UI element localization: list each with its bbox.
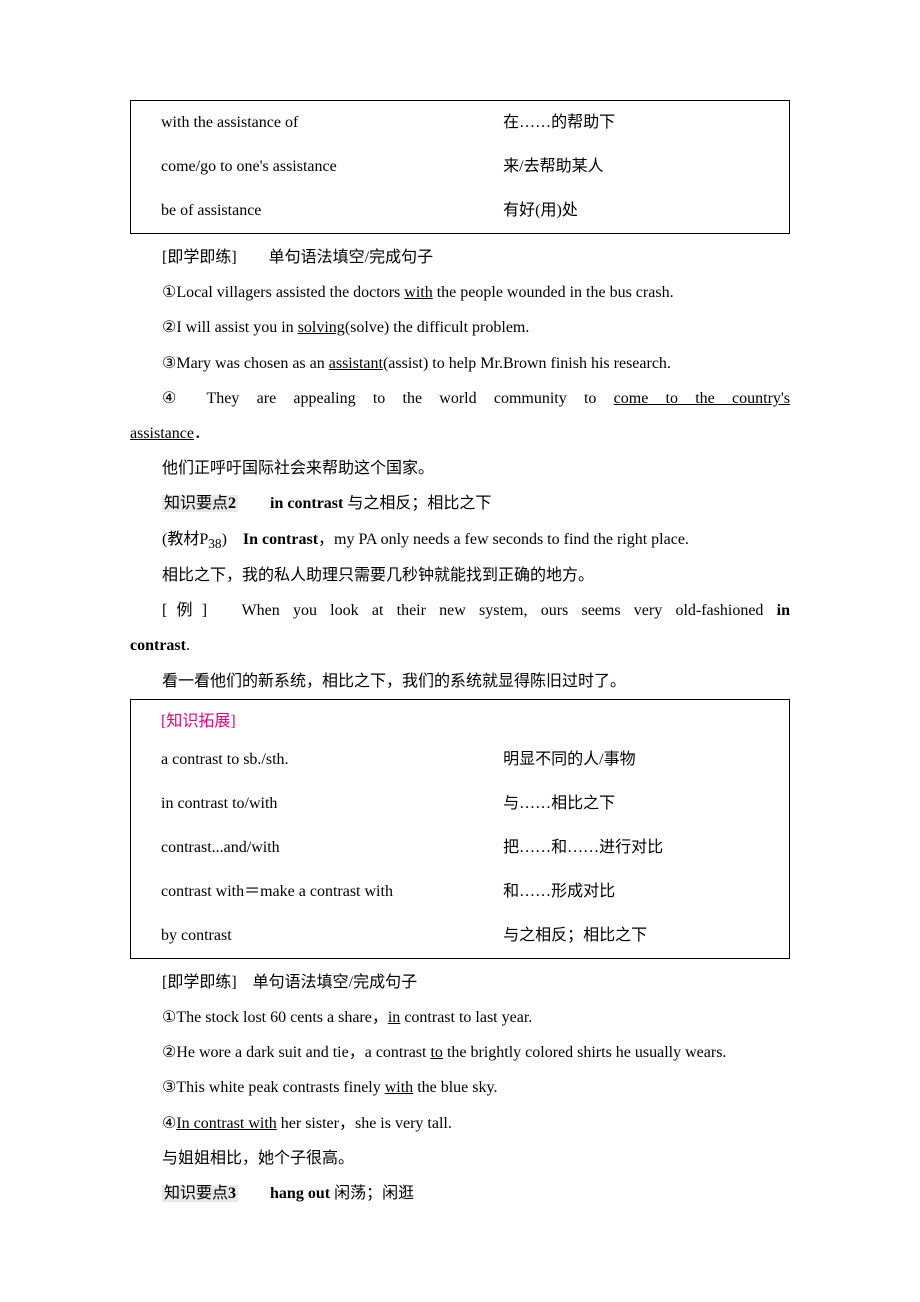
kp2-label: 知识要点2: [162, 495, 238, 512]
kp2-title-en: in contrast: [270, 495, 343, 512]
sec2-item1-u: in: [388, 1009, 400, 1026]
box1-row0-right: 在……的帮助下: [473, 101, 789, 146]
box2-row2-right: 把……和……进行对比: [473, 826, 789, 870]
sec1-item3: ③Mary was chosen as an assistant(assist)…: [130, 346, 790, 381]
sec1-item1-post: the people wounded in the bus crash.: [433, 284, 674, 301]
box1-row1-right: 来/去帮助某人: [473, 145, 789, 189]
box2-row3-left: contrast with＝make a contrast with: [131, 870, 474, 914]
box2-row1-right: 与……相比之下: [473, 782, 789, 826]
kp2-ex-line2: in contrastcontrast.: [130, 628, 790, 663]
kp2-ex-contrast: contrast: [130, 637, 186, 654]
kp2-ex-cn: 看一看他们的新系统，相比之下，我们的系统就显得陈旧过时了。: [130, 664, 790, 699]
sec1-item4-line2: assistance．: [130, 416, 790, 451]
kp2-ex-bold: in: [777, 602, 790, 619]
box-1: with the assistance of 在……的帮助下 come/go t…: [130, 100, 790, 234]
sec1-item4-post: ．: [194, 425, 210, 442]
kp2-ex-post: .: [186, 637, 190, 654]
sec1-item4-pre: ④ They are appealing to the world commun…: [162, 390, 614, 407]
sec1-item4-line1: ④ They are appealing to the world commun…: [130, 381, 790, 416]
kp2-tb-pre: (教材P: [162, 531, 208, 548]
sec1-item3-u: assistant: [329, 355, 383, 372]
box1-row0-left: with the assistance of: [131, 101, 474, 146]
kp2-textbook-sent: (教材P38) In contrast，my PA only needs a f…: [130, 522, 790, 559]
box2-row0-left: a contrast to sb./sth.: [131, 738, 474, 782]
kp2-label-num: 2: [228, 495, 236, 512]
sec2-item2-pre: ②He wore a dark suit and tie，a contrast: [162, 1044, 430, 1061]
box-2: [知识拓展] a contrast to sb./sth. 明显不同的人/事物 …: [130, 699, 790, 959]
page-content: with the assistance of 在……的帮助下 come/go t…: [0, 0, 920, 1291]
sec2-item3-u: with: [385, 1079, 413, 1096]
kp2-label-pre: 知识要点: [164, 495, 228, 512]
sec1-item2-post: (solve) the difficult problem.: [345, 319, 530, 336]
sec2-item3-post: the blue sky.: [413, 1079, 497, 1096]
box1-row1-left: come/go to one's assistance: [131, 145, 474, 189]
box2-row1-left: in contrast to/with: [131, 782, 474, 826]
sec2-item4-pre: ④: [162, 1115, 176, 1132]
box2-row4-right: 与之相反；相比之下: [473, 914, 789, 959]
sec2-item1-post: contrast to last year.: [400, 1009, 532, 1026]
sec2-item4-cn: 与姐姐相比，她个子很高。: [130, 1141, 790, 1176]
practice-label-2: [即学即练] 单句语法填空/完成句子: [130, 965, 790, 1000]
kp3-heading: 知识要点3 hang out 闲荡；闲逛: [130, 1176, 790, 1211]
sec2-item3-pre: ③This white peak contrasts finely: [162, 1079, 385, 1096]
kp3-title-en: hang out: [270, 1185, 330, 1202]
box2-title: [知识拓展]: [161, 713, 236, 730]
sec1-item3-pre: ③Mary was chosen as an: [162, 355, 329, 372]
sec1-item1-pre: ①Local villagers assisted the doctors: [162, 284, 404, 301]
sec2-item2-u: to: [430, 1044, 442, 1061]
box2-row0-right: 明显不同的人/事物: [473, 738, 789, 782]
sec2-item2: ②He wore a dark suit and tie，a contrast …: [130, 1035, 790, 1070]
kp2-tb-sub: 38: [208, 536, 221, 551]
kp2-ex-line1: [例] When you look at their new system, o…: [130, 593, 790, 628]
kp2-ex-label: [例] When you look at their new system, o…: [162, 602, 777, 619]
box2-row2-left: contrast...and/with: [131, 826, 474, 870]
kp3-label: 知识要点3: [162, 1185, 238, 1202]
box1-row2-left: be of assistance: [131, 189, 474, 234]
sec1-item3-post: (assist) to help Mr.Brown finish his res…: [383, 355, 671, 372]
sec1-item4-u2: assistance: [130, 425, 194, 442]
box2-row3-right: 和……形成对比: [473, 870, 789, 914]
sec1-item2-u: solving: [298, 319, 345, 336]
kp3-label-num: 3: [228, 1185, 236, 1202]
sec1-item1: ①Local villagers assisted the doctors wi…: [130, 275, 790, 310]
sec2-item4-u: In contrast with: [176, 1115, 276, 1132]
box2-title-cell: [知识拓展]: [131, 699, 790, 738]
sec1-item2: ②I will assist you in solving(solve) the…: [130, 310, 790, 345]
kp2-heading: 知识要点2 in contrast 与之相反；相比之下: [130, 486, 790, 521]
sec2-item3: ③This white peak contrasts finely with t…: [130, 1070, 790, 1105]
practice-label-1: [即学即练] 单句语法填空/完成句子: [130, 240, 790, 275]
sec2-item2-post: the brightly colored shirts he usually w…: [443, 1044, 727, 1061]
box2-row4-left: by contrast: [131, 914, 474, 959]
kp3-label-pre: 知识要点: [164, 1185, 228, 1202]
kp2-tb-post: ): [222, 531, 243, 548]
sec2-item1-pre: ①The stock lost 60 cents a share，: [162, 1009, 388, 1026]
kp2-sent-cn: 相比之下，我的私人助理只需要几秒钟就能找到正确的地方。: [130, 558, 790, 593]
sec1-item1-u: with: [404, 284, 432, 301]
sec2-item4: ④In contrast with her sister，she is very…: [130, 1106, 790, 1141]
kp2-title-cn: 与之相反；相比之下: [343, 495, 491, 512]
kp2-sent-rest: ，my PA only needs a few seconds to find …: [318, 531, 689, 548]
sec1-item4-u1: come to the country's: [614, 390, 790, 407]
kp2-sent-bold: In contrast: [243, 531, 318, 548]
sec2-item1: ①The stock lost 60 cents a share，in cont…: [130, 1000, 790, 1035]
sec2-item4-post: her sister，she is very tall.: [277, 1115, 452, 1132]
sec1-item2-pre: ②I will assist you in: [162, 319, 298, 336]
box1-row2-right: 有好(用)处: [473, 189, 789, 234]
kp3-title-cn: 闲荡；闲逛: [330, 1185, 414, 1202]
sec1-item4-cn: 他们正呼吁国际社会来帮助这个国家。: [130, 451, 790, 486]
